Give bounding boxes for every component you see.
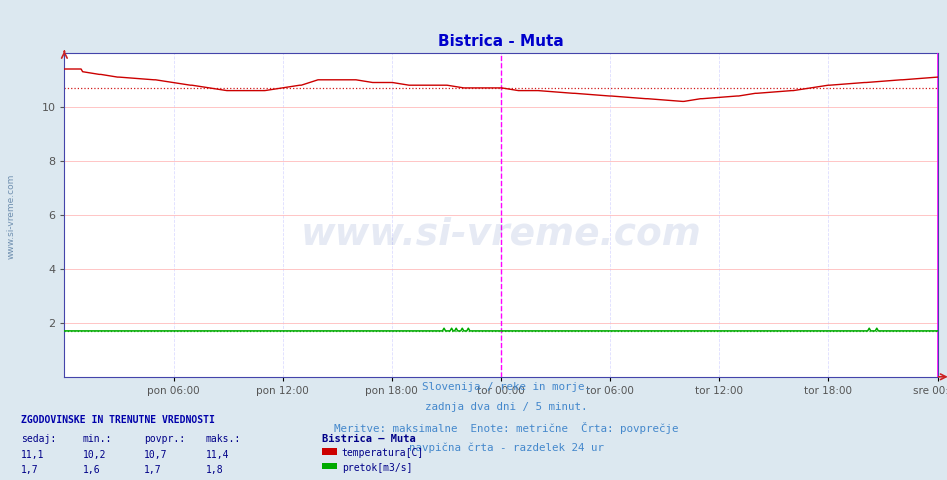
- Text: zadnja dva dni / 5 minut.: zadnja dva dni / 5 minut.: [425, 402, 588, 412]
- Text: 1,7: 1,7: [144, 465, 162, 475]
- Text: min.:: min.:: [82, 434, 112, 444]
- Text: 1,6: 1,6: [82, 465, 100, 475]
- Text: temperatura[C]: temperatura[C]: [342, 448, 424, 458]
- Text: navpična črta - razdelek 24 ur: navpična črta - razdelek 24 ur: [409, 442, 604, 453]
- Text: 11,4: 11,4: [205, 450, 229, 460]
- Text: 1,7: 1,7: [21, 465, 39, 475]
- Text: ZGODOVINSKE IN TRENUTNE VREDNOSTI: ZGODOVINSKE IN TRENUTNE VREDNOSTI: [21, 415, 215, 425]
- Text: www.si-vreme.com: www.si-vreme.com: [300, 216, 702, 252]
- Text: 10,2: 10,2: [82, 450, 106, 460]
- Text: 10,7: 10,7: [144, 450, 168, 460]
- Text: 1,8: 1,8: [205, 465, 223, 475]
- Text: povpr.:: povpr.:: [144, 434, 185, 444]
- Text: Meritve: maksimalne  Enote: metrične  Črta: povprečje: Meritve: maksimalne Enote: metrične Črta…: [334, 422, 679, 434]
- Text: sedaj:: sedaj:: [21, 434, 56, 444]
- Text: maks.:: maks.:: [205, 434, 241, 444]
- Text: pretok[m3/s]: pretok[m3/s]: [342, 463, 412, 473]
- Text: Bistrica – Muta: Bistrica – Muta: [322, 434, 416, 444]
- Text: www.si-vreme.com: www.si-vreme.com: [7, 173, 16, 259]
- Text: Slovenija / reke in morje.: Slovenija / reke in morje.: [422, 382, 591, 392]
- Title: Bistrica - Muta: Bistrica - Muta: [438, 34, 563, 49]
- Text: 11,1: 11,1: [21, 450, 45, 460]
